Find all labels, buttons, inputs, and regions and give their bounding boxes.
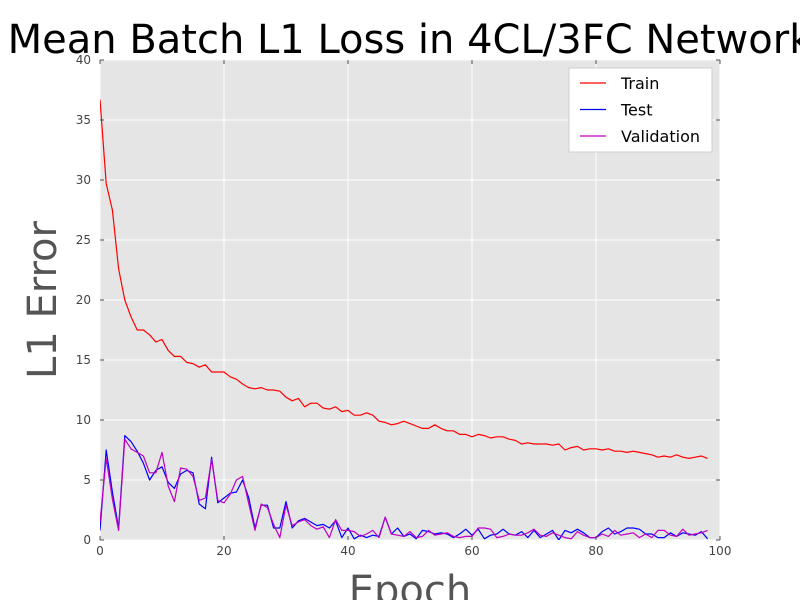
legend: Train Test Validation — [568, 67, 713, 153]
x-axis-label: Epoch — [349, 568, 471, 600]
y-tick-label: 20 — [76, 293, 91, 307]
x-tick-label: 20 — [216, 544, 231, 558]
series-line-train — [100, 99, 708, 459]
chart-title: Mean Batch L1 Loss in 4CL/3FC Network — [8, 17, 800, 63]
y-tick-label: 40 — [76, 53, 91, 67]
legend-label-train: Train — [620, 74, 659, 93]
x-tick-label: 0 — [96, 544, 104, 558]
x-tick-label: 80 — [588, 544, 603, 558]
x-tick-label: 40 — [340, 544, 355, 558]
series-group — [100, 99, 709, 540]
gridlines — [99, 59, 721, 541]
y-axis-label: L1 Error — [20, 220, 66, 379]
y-tick-label: 35 — [76, 113, 91, 127]
y-tick-label: 0 — [83, 533, 91, 547]
y-tick-label: 15 — [76, 353, 91, 367]
legend-label-test: Test — [620, 101, 653, 120]
y-tick-label: 25 — [76, 233, 91, 247]
legend-label-validation: Validation — [621, 127, 700, 146]
y-tick-label: 5 — [83, 473, 91, 487]
series-line-validation — [100, 438, 708, 540]
y-tick-label: 10 — [76, 413, 91, 427]
x-tick-label: 100 — [709, 544, 732, 558]
x-tick-label: 60 — [464, 544, 479, 558]
axis-ticks: 0 20 40 60 80 100 0 5 10 15 20 25 30 35 40 — [76, 53, 732, 558]
y-tick-label: 30 — [76, 173, 91, 187]
